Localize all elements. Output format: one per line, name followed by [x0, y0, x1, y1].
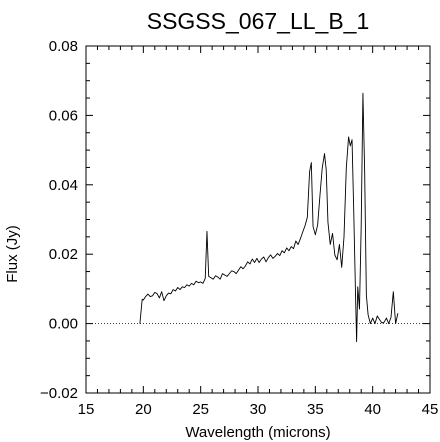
- y-tick-label: 0.02: [49, 246, 78, 263]
- y-tick-label: 0.00: [49, 316, 78, 333]
- x-tick-label: 25: [192, 401, 209, 418]
- chart-title: SSGSS_067_LL_B_1: [147, 8, 370, 34]
- x-tick-label: 40: [364, 401, 381, 418]
- x-tick-label: 30: [250, 401, 267, 418]
- y-tick-label: −0.02: [40, 385, 78, 402]
- flux-series-line: [139, 92, 399, 343]
- x-tick-label: 45: [422, 401, 439, 418]
- y-tick-label: 0.06: [49, 107, 78, 124]
- x-tick-label: 35: [307, 401, 324, 418]
- y-tick-label: 0.08: [49, 38, 78, 55]
- x-tick-label: 15: [78, 401, 95, 418]
- plot-area: 15 20 25 30 35 40 45 −0.02 0.00 0.02 0.04 0.06 0.08: [40, 38, 438, 418]
- y-tick-label: 0.04: [49, 177, 78, 194]
- plot-frame: [85, 45, 431, 394]
- x-axis-label: Wavelength (microns): [185, 424, 330, 441]
- x-tick-label: 20: [135, 401, 152, 418]
- y-axis-label: Flux (Jy): [4, 225, 21, 283]
